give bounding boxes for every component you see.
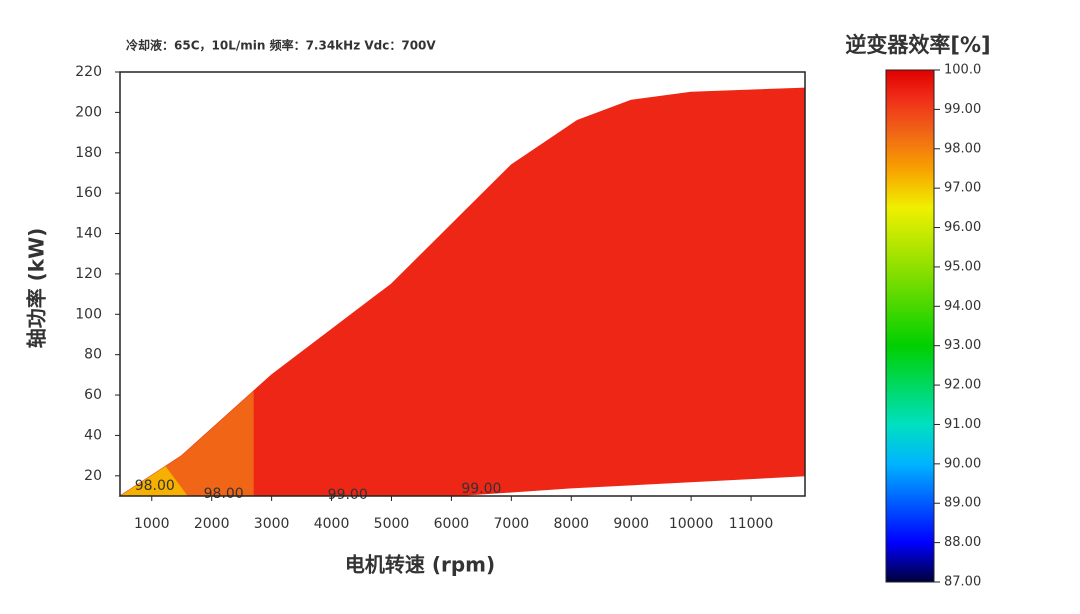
contour-label: 99.00 — [328, 487, 368, 503]
y-axis-label: 轴功率 (kW) — [25, 228, 49, 349]
x-tick-label: 6000 — [434, 516, 470, 532]
x-tick-label: 3000 — [254, 516, 290, 532]
contour-label: 98.00 — [204, 486, 244, 502]
x-tick-label: 5000 — [374, 516, 410, 532]
plot-area: 98.00 98.00 99.00 99.00 — [118, 87, 806, 503]
y-tick-label: 40 — [84, 427, 102, 443]
x-tick-label: 1000 — [134, 516, 170, 532]
contour-label: 98.00 — [135, 478, 175, 494]
colorbar — [885, 69, 935, 583]
colorbar-tick-label: 98.00 — [944, 141, 981, 156]
y-tick-label: 220 — [75, 64, 102, 80]
x-axis-label: 电机转速 (rpm) — [345, 553, 495, 577]
y-tick-label: 120 — [75, 266, 102, 282]
colorbar-tick-label: 89.00 — [944, 496, 981, 511]
colorbar-tick-label: 90.00 — [944, 456, 981, 471]
colorbar-title: 逆变器效率[%] — [845, 33, 990, 57]
colorbar-tick-label: 96.00 — [944, 220, 981, 235]
y-tick-label: 100 — [75, 306, 102, 322]
x-tick-label: 11000 — [729, 516, 774, 532]
y-tick-label: 20 — [84, 468, 102, 484]
colorbar-tick-label: 91.00 — [944, 417, 981, 432]
x-tick-label: 9000 — [613, 516, 649, 532]
colorbar-tick-label: 94.00 — [944, 299, 981, 314]
plot-frame — [119, 71, 806, 497]
efficiency-zone — [118, 87, 806, 497]
colorbar-tick-label: 92.00 — [944, 378, 981, 393]
y-tick-label: 180 — [75, 145, 102, 161]
colorbar-tick-label: 97.00 — [944, 181, 981, 196]
x-tick-label: 7000 — [494, 516, 530, 532]
colorbar-tick-label: 100.0 — [944, 63, 981, 78]
colorbar-tick-label: 87.00 — [944, 575, 981, 590]
x-tick-label: 4000 — [314, 516, 350, 532]
x-tick-label: 10000 — [669, 516, 714, 532]
contour-label: 99.00 — [461, 481, 501, 497]
efficiency-zone — [120, 463, 188, 496]
y-tick-label: 160 — [75, 185, 102, 201]
colorbar-tick-label: 93.00 — [944, 338, 981, 353]
y-tick-label: 80 — [84, 347, 102, 363]
x-tick-label: 2000 — [194, 516, 230, 532]
y-tick-label: 140 — [75, 226, 102, 242]
colorbar-tick-label: 99.00 — [944, 102, 981, 117]
y-tick-label: 200 — [75, 104, 102, 120]
colorbar-tick-label: 95.00 — [944, 259, 981, 274]
colorbar-tick-label: 88.00 — [944, 535, 981, 550]
chart-title: 冷却液：65C，10L/min 频率：7.34kHz Vdc：700V — [126, 38, 436, 53]
x-tick-label: 8000 — [553, 516, 589, 532]
y-tick-label: 60 — [84, 387, 102, 403]
